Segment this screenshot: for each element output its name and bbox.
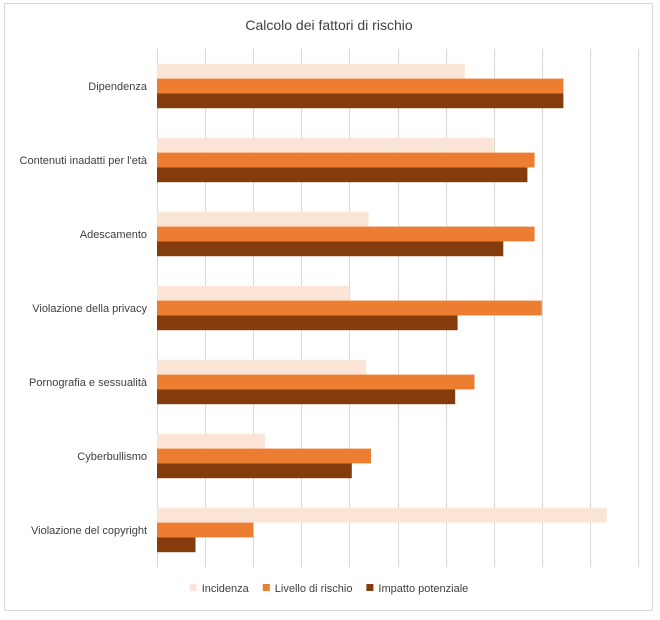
bar [157, 241, 504, 257]
bars [157, 63, 607, 553]
bar [157, 63, 465, 79]
bar [157, 211, 369, 227]
bar [157, 315, 458, 331]
category-label: Dipendenza [88, 81, 148, 93]
bar [157, 448, 371, 464]
category-label: Cyberbullismo [77, 451, 147, 463]
bar [157, 167, 528, 183]
bar [157, 522, 254, 538]
bar [157, 152, 535, 168]
bar [157, 285, 350, 301]
category-label: Adescamento [80, 229, 147, 241]
bar [157, 374, 475, 390]
category-label: Pornografia e sessualità [29, 377, 148, 389]
legend-swatch [262, 584, 270, 591]
bar [157, 78, 564, 94]
chart-title: Calcolo dei fattori di rischio [245, 17, 413, 33]
legend: Incidenza Livello di rischio Impatto poten… [189, 583, 468, 595]
legend-label: Incidenza [202, 583, 250, 595]
bar [157, 137, 494, 153]
legend-swatch [189, 584, 197, 591]
bar [157, 463, 352, 479]
bar [157, 537, 196, 553]
category-label: Violazione del copyright [31, 525, 147, 537]
category-label: Contenuti inadatti per l'età [20, 155, 148, 167]
legend-label: Livello di rischio [275, 583, 353, 595]
bar [157, 93, 564, 109]
chart-frame: Calcolo dei fattori di rischio Dipendenz… [4, 3, 653, 611]
bar [157, 226, 535, 242]
bar [157, 359, 367, 375]
legend-swatch [366, 584, 374, 591]
category-labels: Dipendenza Contenuti inadatti per l'età Ad… [20, 81, 148, 537]
bar [157, 389, 456, 405]
bar [157, 507, 607, 523]
bar [157, 433, 266, 449]
bar-chart: Calcolo dei fattori di rischio Dipendenz… [20, 17, 639, 595]
legend-label: Impatto potenziale [378, 583, 468, 595]
category-label: Violazione della privacy [32, 303, 147, 315]
bar [157, 300, 542, 316]
